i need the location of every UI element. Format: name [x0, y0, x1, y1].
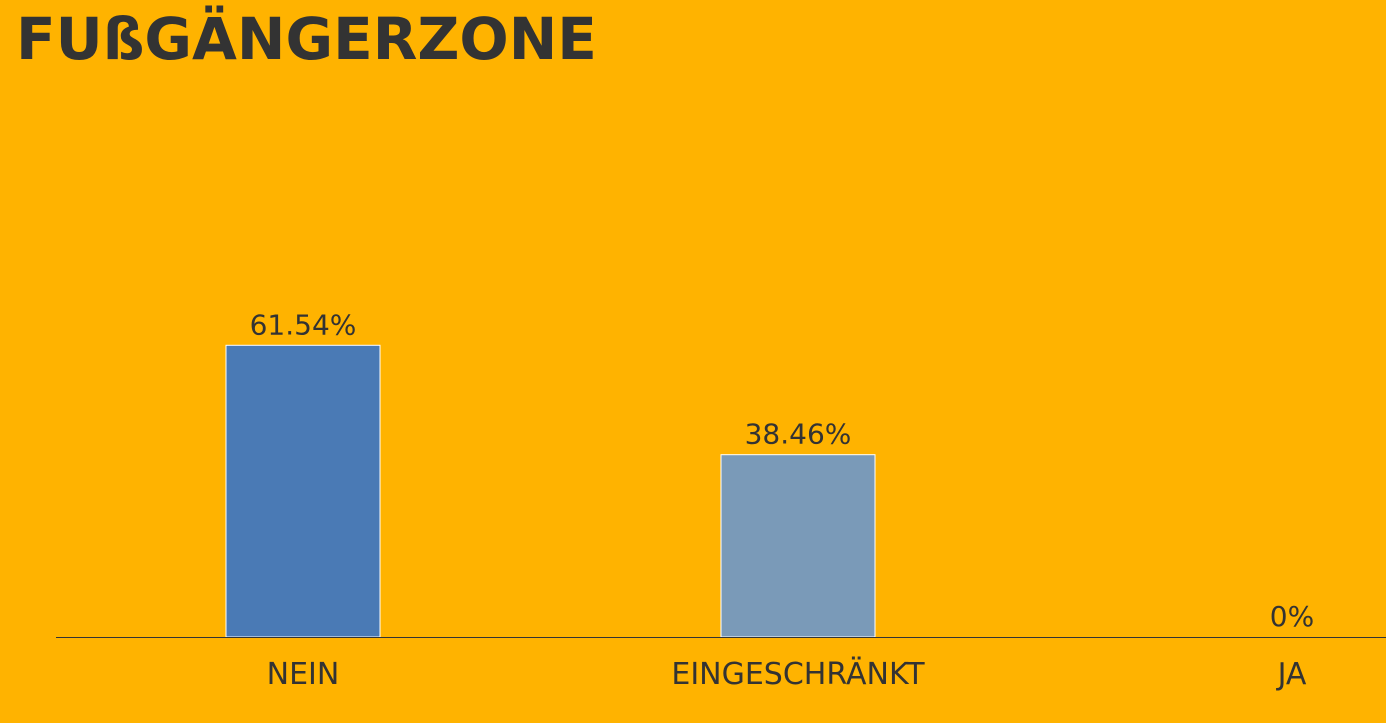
bar-nein — [225, 344, 381, 638]
category-label: EINGESCHRÄNKT — [671, 656, 925, 692]
bars-group — [225, 344, 876, 638]
category-label: NEIN — [267, 657, 340, 692]
bar-eingeschränkt — [720, 454, 876, 638]
value-label: 0% — [1270, 600, 1314, 633]
value-labels-group: 61.54% 38.46% 0% — [250, 308, 1315, 633]
category-label: JA — [1276, 657, 1307, 692]
value-label: 61.54% — [250, 308, 357, 341]
chart-title: FUßGÄNGERZONE — [16, 5, 597, 73]
category-labels-group: NEIN EINGESCHRÄNKT JA — [267, 656, 1307, 692]
value-label: 38.46% — [745, 418, 852, 451]
